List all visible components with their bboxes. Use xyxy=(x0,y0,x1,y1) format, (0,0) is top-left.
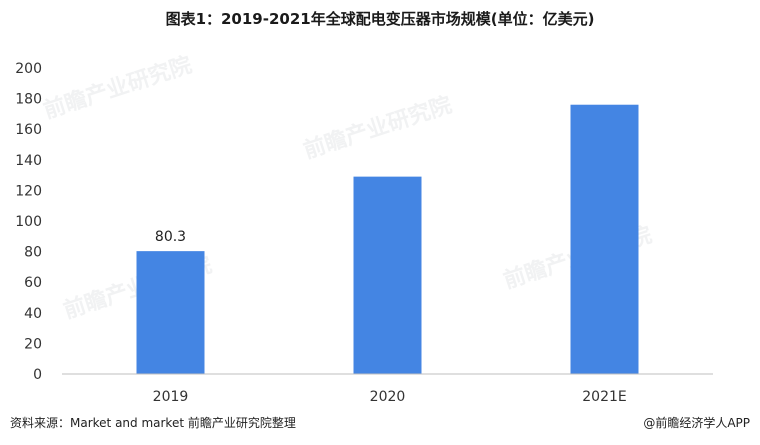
x-tick-label: 2021E xyxy=(582,389,626,405)
chart-title: 图表1：2019-2021年全球配电变压器市场规模(单位：亿美元) xyxy=(165,10,595,28)
y-tick-label: 20 xyxy=(24,336,42,352)
y-tick-label: 60 xyxy=(24,275,42,291)
y-tick-label: 120 xyxy=(15,183,42,199)
y-tick-label: 200 xyxy=(15,61,42,77)
y-tick-label: 160 xyxy=(15,122,42,138)
y-tick-label: 140 xyxy=(15,153,42,169)
bar-2019 xyxy=(136,251,205,374)
x-axis-ticks: 2019 2020 2021E xyxy=(153,389,627,405)
y-axis-ticks: 0 20 40 60 80 100 120 140 160 180 200 xyxy=(15,61,42,383)
bar-2020 xyxy=(353,176,422,374)
bar-2021E xyxy=(570,104,639,374)
x-tick-label: 2019 xyxy=(153,389,189,405)
data-labels: 80.3 xyxy=(155,229,186,245)
footer: 资料来源：Market and market 前瞻产业研究院整理 @前瞻经济学人… xyxy=(10,414,750,434)
y-tick-label: 80 xyxy=(24,245,42,261)
brand-credit: @前瞻经济学人APP xyxy=(643,416,750,430)
x-tick-label: 2020 xyxy=(370,389,406,405)
data-label: 80.3 xyxy=(155,229,186,245)
y-tick-label: 40 xyxy=(24,306,42,322)
bars xyxy=(136,104,639,374)
y-tick-label: 180 xyxy=(15,92,42,108)
y-tick-label: 100 xyxy=(15,214,42,230)
y-tick-label: 0 xyxy=(33,367,42,383)
bar-chart: 0 20 40 60 80 100 120 140 160 180 200 2019 2020 2021… xyxy=(15,61,713,405)
source-note: 资料来源：Market and market 前瞻产业研究院整理 xyxy=(10,416,296,430)
